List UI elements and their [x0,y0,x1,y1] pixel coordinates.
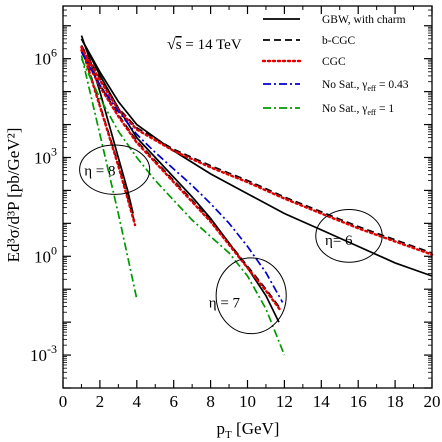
y-tick-label: 106 [34,46,57,69]
legend-label: CGC [322,56,346,68]
x-tick-label: 4 [133,392,142,411]
legend-label: No Sat., γeff = 1 [322,103,394,117]
series-4-curve-1 [80,58,286,356]
x-tick-label: 16 [350,392,367,411]
x-tick-label: 6 [169,392,178,411]
y-tick-label: 103 [34,144,57,167]
x-tick-label: 14 [313,392,331,411]
x-tick-label: 18 [387,392,404,411]
legend-label: No Sat., γeff = 0.43 [322,79,409,93]
y-axis-title: Ed³σ/d³P [pb/GeV²] [4,128,23,263]
energy-label: √s = 14 TeV [167,36,242,53]
series-3-curve-0 [80,51,284,303]
y-tick-label: 100 [34,243,57,266]
axis-ticks [62,6,433,389]
axis-tick-labels: 0 2 4 6 8 10 12 14 16 18 20 106 103 100 10-3 [30,46,441,411]
x-tick-label: 12 [276,392,293,411]
x-tick-label: 8 [206,392,215,411]
x-tick-label: 10 [239,392,256,411]
annotation-ellipse-eta8 [79,144,151,195]
eta-annotations: η = 8 η = 7 η= 6 [79,144,383,335]
annotation-label-eta7: η = 7 [209,295,241,311]
legend-label: b-CGC [322,35,356,47]
x-axis-title: pT [GeV] [217,419,280,441]
x-tick-label: 2 [96,392,105,411]
annotation-ellipse-eta7 [215,257,287,335]
plot-marks [80,35,434,356]
annotation-label-eta6: η= 6 [325,233,353,249]
x-tick-label: 0 [59,392,68,411]
series-0-curve-2 [80,38,433,277]
series-2-curve-2 [80,46,434,256]
y-tick-label: 10-3 [30,342,57,365]
series-2-curve-1 [80,49,282,312]
x-tick-label: 20 [424,392,441,411]
legend-label: GBW, with charm [322,14,406,26]
annotation-label-eta8: η = 8 [84,164,115,180]
annotation-ellipse-eta6 [315,209,383,263]
series-1-curve-1 [80,48,282,310]
legend: GBW, with charm b-CGC CGC No Sat., γeff = 0… [261,14,409,117]
